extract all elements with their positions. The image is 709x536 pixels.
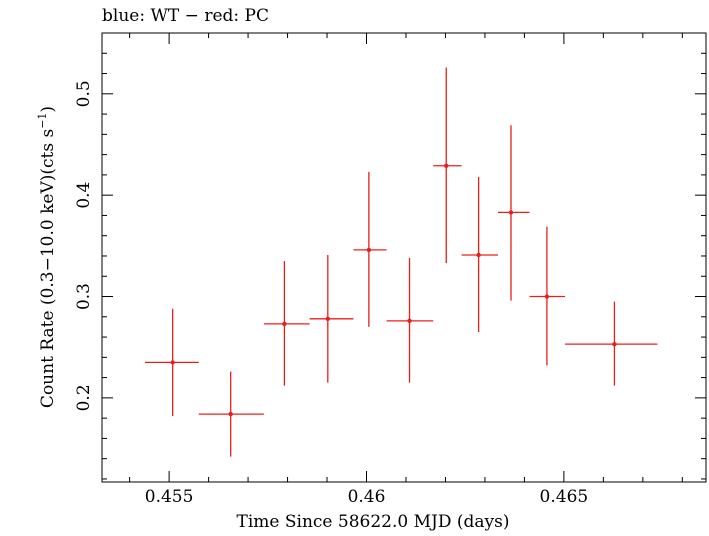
data-point-marker [544, 294, 550, 299]
data-point [198, 371, 264, 457]
data-point [386, 258, 434, 383]
data-point-marker [444, 163, 449, 168]
data-point-marker [407, 318, 412, 324]
data-point [433, 67, 462, 264]
plot-frame [101, 32, 707, 483]
y-tick-label: 0.3 [74, 283, 94, 310]
x-axis-ticks: 0.455 0.46 0.465 [129, 33, 683, 507]
x-axis-label: Time Since 58622.0 MJD (days) [237, 512, 510, 532]
y-axis-label: Count Rate (0.3−10.0 keV)(cts s−1) [36, 106, 58, 408]
data-point [461, 176, 498, 332]
data-point [263, 261, 310, 386]
y-tick-label: 0.5 [74, 80, 94, 107]
chart-title: blue: WT − red: PC [102, 6, 269, 26]
data-point-marker [228, 411, 233, 417]
x-tick-label: 0.455 [145, 487, 194, 507]
data-point-marker [508, 210, 514, 215]
data-point [565, 301, 658, 386]
data-point-marker [282, 321, 287, 327]
data-point-marker [325, 316, 331, 322]
data-point [353, 171, 387, 327]
data-point-marker [612, 341, 617, 347]
x-tick-label: 0.46 [348, 487, 386, 507]
data-marks [145, 67, 658, 457]
data-point [309, 254, 354, 383]
data-point-marker [476, 252, 481, 258]
x-tick-label: 0.465 [540, 487, 589, 507]
y-axis-label-main: Count Rate (0.3−10.0 keV)(cts s [38, 129, 58, 408]
y-tick-label: 0.4 [74, 182, 94, 209]
data-point [145, 308, 199, 417]
y-axis-label-end: ) [38, 106, 58, 113]
y-axis-label-sup: −1 [36, 113, 49, 129]
y-axis-ticks: 0.2 0.3 0.4 0.5 [74, 52, 706, 480]
data-point-marker [170, 360, 175, 365]
data-point-marker [366, 247, 372, 253]
data-point [497, 125, 530, 301]
data-point [529, 226, 566, 366]
y-tick-label: 0.2 [74, 384, 94, 411]
